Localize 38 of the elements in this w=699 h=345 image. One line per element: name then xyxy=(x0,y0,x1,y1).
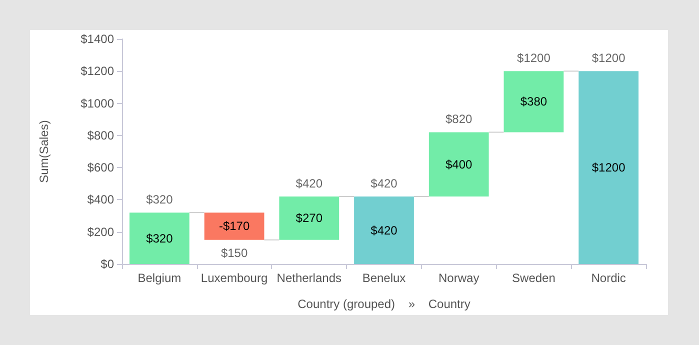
y-tick-label: $800 xyxy=(87,128,114,142)
data-label: $1200 xyxy=(592,160,626,175)
data-label: $420 xyxy=(370,223,398,238)
bar xyxy=(578,71,639,264)
data-label: $400 xyxy=(446,157,473,172)
y-tick-label: $1000 xyxy=(80,96,114,110)
data-label: -$170 xyxy=(218,219,250,234)
y-axis-title: Sum(Sales) xyxy=(37,120,51,183)
bar xyxy=(204,212,264,240)
data-label: $380 xyxy=(520,94,548,109)
annotation: $420 xyxy=(296,176,323,190)
y-tick-label: $600 xyxy=(87,160,114,175)
annotation: $820 xyxy=(446,112,473,126)
x-tick-label: Sweden xyxy=(512,271,556,285)
y-tick-label: $200 xyxy=(87,224,114,239)
y-tick-label: $400 xyxy=(87,192,114,207)
x-tick-label: Netherlands xyxy=(276,271,342,285)
data-label: $270 xyxy=(296,211,323,226)
x-axis-title: Country (grouped) » Country xyxy=(298,297,470,311)
x-tick-label: Belgium xyxy=(138,271,182,285)
bar xyxy=(279,196,340,240)
x-tick-label: Luxembourg xyxy=(200,271,268,285)
x-tick-label: Norway xyxy=(438,271,480,285)
bar xyxy=(354,196,414,264)
annotation: $1200 xyxy=(592,51,626,66)
x-tick-label: Benelux xyxy=(362,271,406,285)
annotation: $150 xyxy=(220,246,248,260)
y-tick-label: $0 xyxy=(100,257,114,271)
x-tick-label: Nordic xyxy=(591,271,626,285)
data-label: $320 xyxy=(146,231,174,246)
bar xyxy=(428,132,489,196)
y-tick-label: $1200 xyxy=(80,64,114,78)
bar xyxy=(129,212,190,264)
annotation: $320 xyxy=(146,192,174,207)
y-tick-label: $1400 xyxy=(80,32,114,46)
bar xyxy=(504,71,564,132)
annotation: $1200 xyxy=(517,51,551,66)
annotation: $420 xyxy=(370,176,398,190)
